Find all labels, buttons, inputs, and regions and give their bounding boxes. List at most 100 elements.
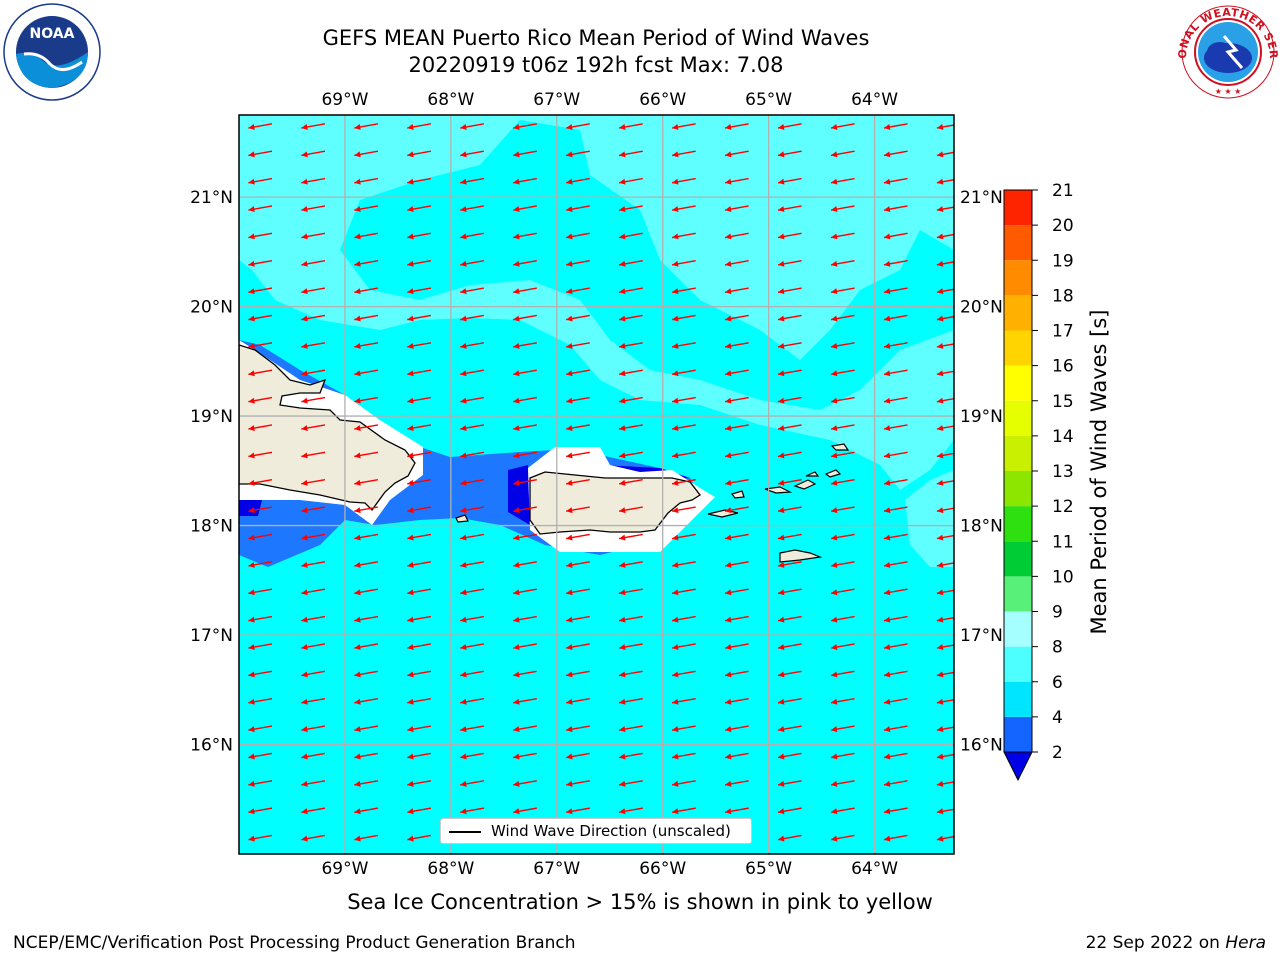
wave-direction-arrow [354,260,379,267]
lon-tick-label: 64°W [851,90,898,110]
wave-direction-arrow [724,123,749,130]
wave-direction-arrow [936,206,954,213]
wave-direction-arrow [618,780,643,787]
wave-direction-arrow [830,478,855,486]
wave-direction-arrow [407,834,432,842]
colorbar-tick-label: 6 [1052,673,1063,693]
nws-logo: NATIONAL WEATHER SERVICE ★ ★ ★ [1176,0,1280,101]
wave-direction-arrow [618,150,643,158]
wave-direction-arrow [777,834,802,842]
svg-text:NOAA: NOAA [30,26,75,42]
wave-direction-arrow [248,369,273,377]
wave-direction-arrow [566,615,590,623]
wave-direction-arrow [407,807,432,815]
wave-direction-arrow [724,697,749,705]
colorbar-tick-label: 21 [1052,181,1074,201]
colorbar-tick-label: 20 [1052,216,1074,236]
wave-direction-arrow [354,697,379,705]
wave-direction-arrow [618,807,643,815]
wave-direction-arrow [618,396,643,404]
wave-direction-arrow [354,287,379,295]
wave-direction-arrow [936,616,954,623]
shortest-period-zone-west [239,500,262,516]
wave-direction-arrow [936,780,954,787]
wave-direction-arrow [883,533,908,541]
wave-direction-arrow [513,615,537,623]
wave-direction-arrow [566,670,590,678]
wave-direction-arrow [724,670,749,678]
wave-direction-arrow [354,205,379,213]
wave-direction-arrow [301,697,326,705]
wave-direction-arrow [671,123,696,130]
lon-tick-labels-top: 69°W 68°W 67°W 66°W 65°W 64°W [321,90,898,110]
colorbar-segment [1004,681,1032,717]
map-frame [238,114,955,855]
wave-direction-arrow [830,697,855,705]
wave-direction-arrow [777,424,802,432]
wave-direction-arrow [777,150,802,158]
culebra-island [731,490,745,499]
colorbar-segment [1004,471,1032,507]
wave-direction-arrow [830,451,855,459]
colorbar-tick-label: 15 [1052,392,1074,412]
wave-direction-arrow [354,424,379,432]
wave-direction-arrow [777,588,802,596]
wave-direction-arrow [460,369,484,377]
colorbar-segment [1004,260,1032,296]
wave-direction-arrow [830,588,855,596]
wave-direction-arrow [407,369,432,377]
wave-direction-arrow [354,615,379,623]
wave-direction-arrow [354,478,379,486]
wave-direction-arrow [671,369,696,377]
wave-direction-arrow [407,697,432,705]
wave-direction-arrow [724,314,749,322]
lon-tick-label: 64°W [851,859,898,879]
wave-direction-arrow [460,780,484,787]
wave-direction-arrow [354,643,379,650]
wave-direction-arrow [777,287,802,295]
wave-direction-arrow [936,561,954,568]
wave-direction-arrow [566,643,590,650]
wave-direction-arrow [777,314,802,322]
colorbar-tick-label: 2 [1052,743,1063,763]
footer-host: Hera [1225,933,1266,953]
wave-direction-arrow [671,478,696,486]
wave-direction-arrow [883,205,908,213]
wave-direction-arrow [830,150,855,158]
map-legend: Wind Wave Direction (unscaled) [440,818,752,844]
wave-direction-arrow [566,533,590,541]
wave-direction-arrow [724,780,749,787]
wave-direction-arrow [301,396,326,404]
wave-direction-arrow [460,150,484,158]
wave-direction-arrow [248,725,273,733]
wave-direction-arrow [354,342,379,349]
wave-direction-arrow [618,752,643,760]
wave-direction-arrow [936,397,954,404]
wave-direction-arrow [724,342,749,349]
colorbar-segment [1004,506,1032,542]
colorbar-segment [1004,716,1032,752]
wave-direction-arrow [671,205,696,213]
wave-direction-arrow [566,478,590,486]
wave-direction-arrow [671,615,696,623]
wave-direction-arrow [671,177,696,185]
wave-direction-arrow [301,150,326,158]
wave-direction-arrow [883,424,908,432]
wave-direction-arrow [671,807,696,815]
wave-direction-arrow [513,807,537,815]
wave-direction-arrow [354,807,379,815]
wave-direction-arrow [248,451,273,459]
colorbar-segment [1004,295,1032,331]
colorbar: 2 4 6 8 9 10 11 12 13 14 15 16 17 18 19 20 21 [1003,181,1074,782]
wave-direction-arrow [407,205,432,213]
wave-direction-arrow [248,643,273,650]
wave-direction-arrow [830,533,855,541]
wave-direction-arrow [513,506,537,514]
wave-direction-arrow [248,478,273,486]
wave-direction-arrow [407,396,432,404]
wave-direction-arrow [354,670,379,678]
wave-direction-arrow [354,780,379,787]
wave-direction-arrow [513,205,537,213]
wave-direction-arrow [513,396,537,404]
